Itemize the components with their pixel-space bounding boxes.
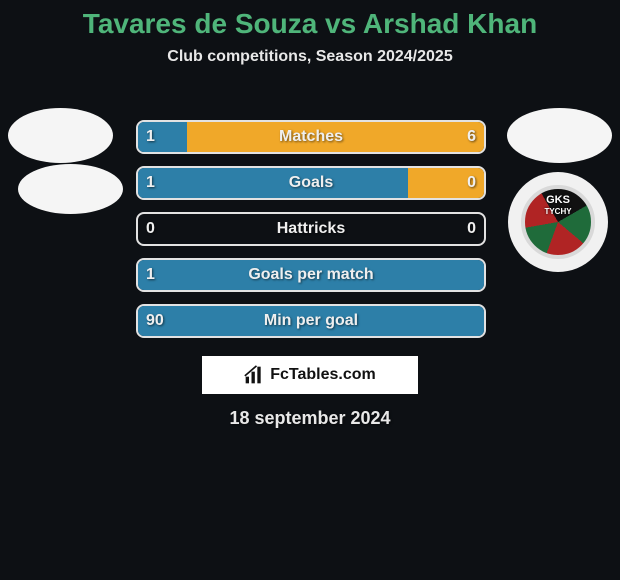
branding-bar: FcTables.com	[202, 356, 418, 394]
stat-label: Goals per match	[136, 258, 486, 292]
comparison-title: Tavares de Souza vs Arshad Khan	[0, 0, 620, 40]
stat-rows: Matches16Goals10Hattricks00Goals per mat…	[136, 120, 486, 350]
player2-avatar	[507, 108, 612, 163]
stat-value-left: 1	[146, 258, 155, 292]
stat-value-left: 0	[146, 212, 155, 246]
bar-chart-icon	[244, 365, 264, 385]
club-badge-text: GKS TYCHY	[544, 195, 571, 217]
stat-label: Hattricks	[136, 212, 486, 246]
stat-row: Min per goal90	[136, 304, 486, 338]
stat-value-right: 0	[467, 212, 476, 246]
stat-value-left: 1	[146, 120, 155, 154]
snapshot-date: 18 september 2024	[0, 408, 620, 429]
player1-club-avatar	[18, 164, 123, 214]
stat-row: Goals per match1	[136, 258, 486, 292]
comparison-subtitle: Club competitions, Season 2024/2025	[0, 48, 620, 66]
stat-label: Goals	[136, 166, 486, 200]
player1-avatar	[8, 108, 113, 163]
stat-value-left: 1	[146, 166, 155, 200]
stat-row: Hattricks0 0	[136, 212, 486, 246]
player2-club-badge: GKS TYCHY	[508, 172, 608, 272]
stat-value-left: 90	[146, 304, 164, 338]
stat-label: Min per goal	[136, 304, 486, 338]
branding-text: FcTables.com	[270, 366, 376, 384]
stat-row: Goals1 0	[136, 166, 486, 200]
stat-row: Matches1 6	[136, 120, 486, 154]
stat-value-right: 0	[467, 166, 476, 200]
stat-value-right: 6	[467, 120, 476, 154]
club-badge-inner: GKS TYCHY	[521, 185, 595, 259]
stat-label: Matches	[136, 120, 486, 154]
